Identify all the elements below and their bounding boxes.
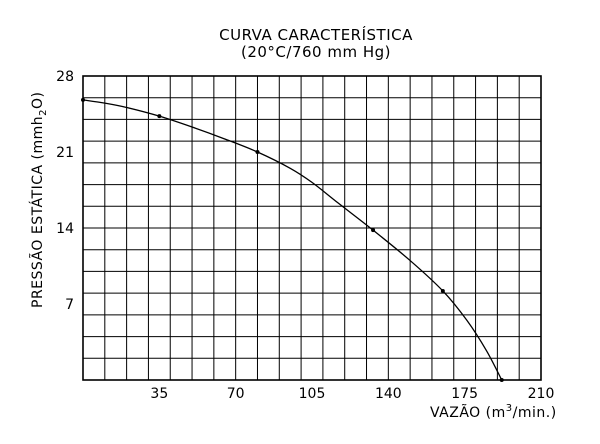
chart-title: CURVA CARACTERÍSTICA (219, 25, 413, 44)
x-axis-label-prefix: VAZÃO (m (430, 404, 506, 421)
x-tick-label: 70 (227, 386, 245, 402)
x-axis-label: VAZÃO (m3/min.) (430, 403, 557, 421)
y-tick-label: 28 (56, 69, 74, 85)
x-axis-label-sup: 3 (506, 403, 513, 414)
tick-labels: 35 70 105 140 175 210 7 14 21 28 (56, 69, 554, 402)
y-tick-label: 21 (56, 145, 74, 161)
x-tick-label: 35 (150, 386, 168, 402)
y-axis-label-suffix: O) (30, 92, 46, 109)
data-point (371, 228, 376, 233)
grid (83, 76, 541, 380)
x-tick-label: 140 (375, 386, 402, 402)
x-tick-label: 175 (451, 386, 478, 402)
chart-subtitle: (20°C/760 mm Hg) (241, 43, 391, 61)
y-axis-label-sub: 2 (38, 109, 49, 116)
data-point (440, 288, 445, 293)
data-point (499, 378, 504, 382)
y-axis-label-prefix: PRESSÃO ESTÁTICA (mmh (29, 116, 46, 308)
x-axis-label-suffix: /min.) (513, 405, 557, 421)
curve-layer (81, 97, 504, 382)
x-tick-label: 105 (299, 386, 326, 402)
y-tick-label: 7 (65, 297, 74, 313)
series-line (82, 99, 503, 381)
y-tick-label: 14 (56, 221, 74, 237)
plot-frame (82, 75, 542, 381)
data-point (157, 114, 162, 119)
data-point (255, 150, 260, 154)
data-point (81, 97, 85, 102)
x-tick-label: 210 (528, 386, 555, 402)
y-axis-label: PRESSÃO ESTÁTICA (mmh2O) (29, 92, 49, 309)
